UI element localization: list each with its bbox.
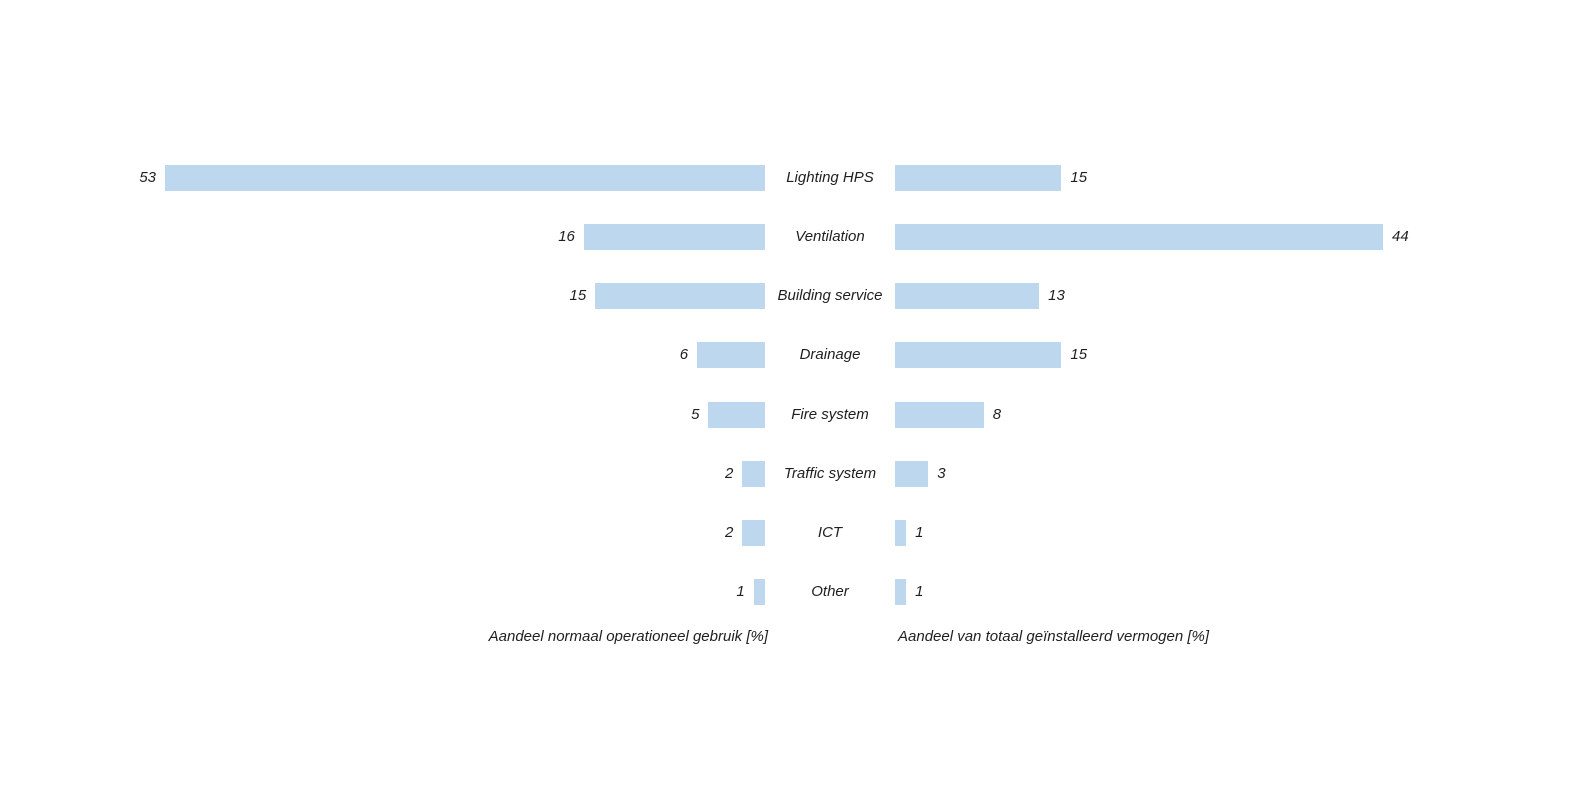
left-value-label: 2	[725, 464, 734, 482]
right-pane: 13	[895, 283, 1588, 310]
left-bar	[595, 283, 765, 310]
chart-rows: 53 Lighting HPS 15 16 Ventilation 44 15 Buildin…	[0, 165, 1588, 635]
right-bar	[895, 224, 1383, 251]
right-value-label: 8	[992, 405, 1002, 423]
right-value-label: 13	[1048, 287, 1065, 305]
left-pane: 5	[0, 401, 765, 428]
left-bar	[742, 519, 765, 546]
left-bar	[697, 342, 765, 369]
right-pane: 1	[895, 579, 1588, 606]
left-value-label: 6	[679, 346, 689, 364]
left-value-label: 16	[558, 228, 575, 246]
right-pane: 1	[895, 519, 1588, 546]
right-pane: 44	[895, 224, 1588, 251]
left-bar	[708, 401, 765, 428]
left-value-label: 15	[569, 287, 587, 305]
left-pane: 16	[0, 224, 765, 251]
left-pane: 2	[0, 519, 765, 546]
left-pane: 1	[0, 579, 765, 606]
chart-row: 6 Drainage 15	[0, 342, 1588, 369]
right-value-label: 15	[1070, 169, 1088, 186]
category-label: ICT	[817, 523, 843, 541]
chart-row: 15 Building service 13	[0, 283, 1588, 310]
right-pane: 3	[895, 460, 1588, 487]
right-bar	[895, 579, 907, 606]
left-bar	[742, 460, 765, 487]
category-label: Lighting HPS	[786, 169, 874, 186]
right-value-label: 44	[1392, 228, 1409, 246]
category-label: Fire system	[791, 405, 869, 423]
right-bar	[895, 401, 984, 428]
right-value-label: 3	[937, 464, 946, 482]
left-pane: 2	[0, 460, 765, 487]
chart-row: 2 Traffic system 3	[0, 460, 1588, 487]
category-label: Other	[811, 583, 849, 601]
chart-row: 16 Ventilation 44	[0, 224, 1588, 251]
chart-row: 1 Other 1	[0, 579, 1588, 606]
left-value-label: 53	[139, 169, 156, 186]
right-value-label: 1	[915, 583, 924, 601]
right-bar	[895, 342, 1062, 369]
left-pane: 6	[0, 342, 765, 369]
left-bar	[583, 224, 765, 251]
category-label: Drainage	[799, 346, 861, 364]
left-axis-title: Aandeel normaal operationeel gebruik [%]	[488, 628, 768, 645]
category-label: Building service	[777, 287, 883, 305]
category-label: Ventilation	[795, 228, 865, 246]
left-pane: 53	[0, 165, 765, 191]
category-label: Traffic system	[783, 464, 877, 482]
chart-row: 5 Fire system 8	[0, 401, 1588, 428]
left-pane: 15	[0, 283, 765, 310]
right-value-label: 15	[1070, 346, 1088, 364]
left-bar	[165, 165, 765, 191]
left-value-label: 2	[725, 523, 734, 541]
right-pane: 15	[895, 342, 1588, 369]
right-bar	[895, 165, 1062, 191]
right-pane: 15	[895, 165, 1588, 191]
right-axis-title: Aandeel van totaal geïnstalleerd vermoge…	[898, 628, 1210, 645]
right-pane: 8	[895, 401, 1588, 428]
chart-row: 2 ICT 1	[0, 519, 1588, 546]
chart-row: 53 Lighting HPS 15	[0, 165, 1588, 191]
left-value-label: 5	[691, 405, 700, 423]
right-value-label: 1	[915, 523, 924, 541]
right-bar	[895, 460, 929, 487]
left-bar	[753, 579, 765, 606]
right-bar	[895, 283, 1040, 310]
right-bar	[895, 519, 907, 546]
left-value-label: 1	[736, 583, 745, 601]
